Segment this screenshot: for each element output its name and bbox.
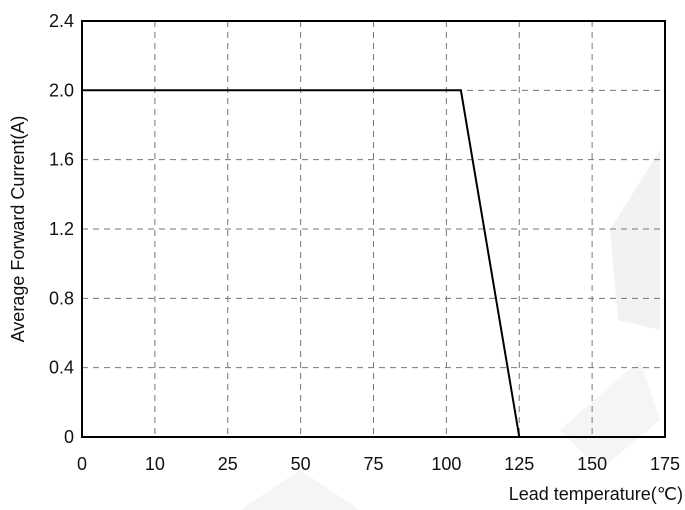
x-tick-label: 25 xyxy=(218,454,238,474)
y-axis-label: Average Forward Current(A) xyxy=(8,116,28,343)
x-tick-label: 125 xyxy=(504,454,534,474)
y-tick-label: 0.8 xyxy=(49,288,74,308)
y-tick-label: 0 xyxy=(64,427,74,447)
y-tick-label: 1.2 xyxy=(49,219,74,239)
grid-lines xyxy=(82,21,665,437)
x-tick-label: 75 xyxy=(363,454,383,474)
y-tick-label: 1.6 xyxy=(49,150,74,170)
series-line xyxy=(82,89,521,438)
series-layer xyxy=(82,89,521,438)
x-axis-label: Lead temperature(℃) xyxy=(509,484,683,504)
tick-labels: 0 10 25 50 75 100 125 150 175 0 0.4 0.8 1.2 1.6 2.0 2.4 xyxy=(49,11,680,474)
x-tick-label: 150 xyxy=(577,454,607,474)
y-tick-label: 2.4 xyxy=(49,11,74,31)
x-tick-label: 175 xyxy=(650,454,680,474)
x-tick-label: 100 xyxy=(431,454,461,474)
plot-frame xyxy=(81,20,666,438)
y-tick-label: 0.4 xyxy=(49,358,74,378)
y-tick-label: 2.0 xyxy=(49,80,74,100)
watermark xyxy=(240,150,660,510)
x-tick-label: 50 xyxy=(291,454,311,474)
x-tick-label: 0 xyxy=(77,454,87,474)
x-tick-label: 10 xyxy=(145,454,165,474)
